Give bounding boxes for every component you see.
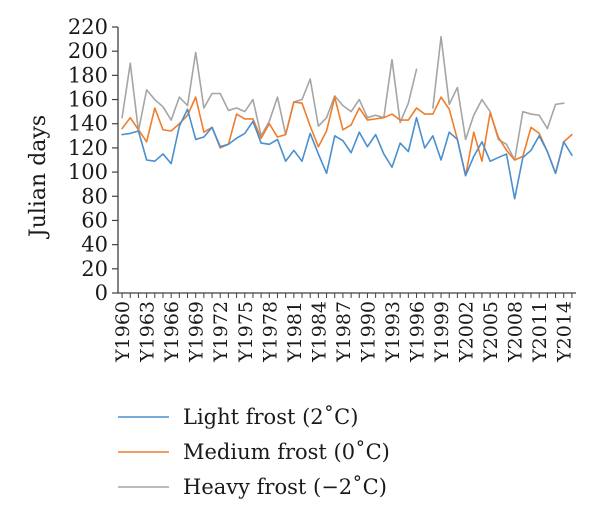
x-tick-label: Y1978 bbox=[259, 301, 281, 363]
x-tick-label: Y1975 bbox=[235, 301, 257, 363]
x-tick-label: Y1984 bbox=[308, 301, 330, 363]
x-tick-label: Y2008 bbox=[505, 301, 527, 363]
y-tick-label: 120 bbox=[68, 136, 108, 160]
y-tick-label: 20 bbox=[81, 257, 108, 281]
y-tick-label: 200 bbox=[68, 39, 108, 63]
x-tick-label: Y2014 bbox=[554, 301, 576, 363]
y-tick-label: 0 bbox=[95, 281, 108, 305]
y-tick-label: 60 bbox=[81, 208, 108, 232]
y-tick-label: 100 bbox=[68, 160, 108, 184]
y-axis-title: Julian days bbox=[26, 115, 51, 239]
series-line-0 bbox=[121, 108, 573, 200]
y-tick-label: 220 bbox=[68, 15, 108, 39]
legend-label-0: Light frost (2˚C) bbox=[183, 405, 358, 429]
y-tick-label: 160 bbox=[68, 88, 108, 112]
x-tick-label: Y1987 bbox=[333, 301, 355, 363]
x-tick-label: Y1999 bbox=[431, 301, 453, 363]
x-tick-label: Y1993 bbox=[382, 301, 404, 363]
x-tick-label: Y1969 bbox=[186, 301, 208, 363]
x-tick-label: Y1990 bbox=[357, 301, 379, 363]
x-tick-label: Y1996 bbox=[407, 301, 429, 363]
series-line-1 bbox=[121, 96, 573, 177]
legend-label-1: Medium frost (0˚C) bbox=[183, 440, 390, 464]
x-tick-label: Y1972 bbox=[210, 301, 232, 363]
x-tick-label: Y1966 bbox=[161, 301, 183, 363]
x-tick-label: Y2005 bbox=[480, 301, 502, 363]
series-line-2 bbox=[121, 35, 565, 161]
y-tick-label: 40 bbox=[81, 233, 108, 257]
legend-label-2: Heavy frost (−2˚C) bbox=[183, 475, 387, 499]
series-lines bbox=[121, 35, 573, 200]
y-tick-label: 80 bbox=[81, 184, 108, 208]
x-tick-label: Y2002 bbox=[456, 301, 478, 363]
x-tick-label: Y1960 bbox=[112, 301, 134, 363]
x-tick-label: Y2011 bbox=[529, 301, 551, 363]
x-tick-label: Y1981 bbox=[284, 301, 306, 363]
legend: Light frost (2˚C) Medium frost (0˚C) Heavy… bbox=[118, 405, 390, 499]
y-tick-label: 140 bbox=[68, 112, 108, 136]
x-axis-ticks: Y1960 Y1963 Y1966 Y1969 Y1972 Y1975 Y1978 Y1981… bbox=[112, 293, 576, 363]
y-tick-label: 180 bbox=[68, 63, 108, 87]
x-tick-label: Y1963 bbox=[137, 301, 159, 363]
